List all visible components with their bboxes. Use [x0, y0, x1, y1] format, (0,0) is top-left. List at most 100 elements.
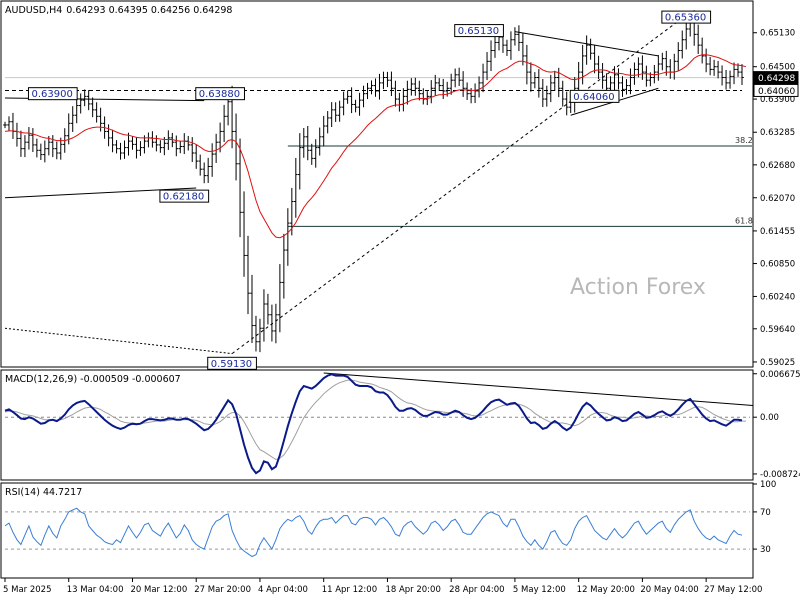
price-bar — [39, 143, 43, 161]
price-panel-frame — [0, 0, 754, 368]
price-tick-label: 0.62070 — [760, 194, 795, 204]
price-bar — [449, 73, 453, 95]
price-bar — [286, 208, 290, 266]
price-bar — [616, 68, 621, 90]
price-bar — [166, 130, 171, 150]
price-bar — [23, 135, 27, 158]
pivot-label-text: 0.59130 — [211, 359, 252, 370]
price-bar — [298, 133, 302, 190]
time-tick-label: 28 Apr 04:00 — [449, 585, 504, 595]
price-bar — [533, 72, 537, 89]
price-bar — [234, 113, 238, 181]
price-bar — [51, 135, 55, 158]
price-bar — [656, 54, 661, 81]
price-bar — [337, 100, 342, 122]
price-bar — [158, 140, 163, 153]
price-bar — [640, 55, 645, 80]
price-bar — [70, 106, 75, 132]
price-bar — [246, 235, 250, 315]
ma-line — [4, 54, 747, 239]
price-bar — [74, 97, 79, 124]
price-bar — [126, 132, 131, 156]
price-bar — [118, 142, 123, 160]
pivot-label-text: 0.62180 — [163, 192, 204, 203]
rsi-axis: 100 70 30 — [753, 480, 776, 555]
price-tick-label: 0.60850 — [760, 260, 795, 270]
price-bar — [704, 48, 708, 73]
price-bar — [214, 133, 218, 163]
price-bar — [696, 24, 700, 54]
price-bar — [505, 39, 509, 56]
price-bar — [676, 42, 681, 71]
price-axis: 0.65130 0.64500 0.63900 0.63285 0.62680 0.620… — [753, 29, 799, 368]
macd-axis: 0.006675 0.00 -0.008724 — [753, 370, 800, 480]
price-bar — [712, 59, 716, 76]
price-bar — [110, 129, 115, 153]
price-bar — [266, 293, 270, 325]
price-bar — [190, 137, 195, 163]
support-price-tag-text: 0.64060 — [758, 87, 795, 97]
price-bar — [278, 264, 282, 333]
price-bar — [620, 76, 625, 97]
price-bar — [560, 80, 565, 107]
pivot-label-box — [195, 87, 245, 101]
support-price-tag: 0.64060 — [753, 83, 799, 97]
price-bar — [373, 78, 378, 97]
price-bar — [588, 38, 593, 60]
price-bar — [716, 60, 720, 79]
price-bar — [728, 70, 732, 89]
price-bar — [652, 64, 657, 84]
price-tick-label: 0.64500 — [760, 63, 795, 73]
pivot-label: 0.65360 — [661, 10, 712, 24]
price-tick-label: 0.63285 — [760, 128, 795, 138]
price-bar — [106, 124, 111, 147]
time-tick-label: 20 May 04:00 — [640, 585, 698, 595]
price-bar — [321, 115, 326, 147]
price-bar — [301, 127, 306, 158]
price-bar — [485, 52, 489, 81]
pivot-label: 0.64060 — [569, 89, 620, 103]
time-tick-label: 5 May 12:00 — [513, 585, 566, 595]
price-moving-average — [4, 54, 747, 239]
price-bar — [178, 140, 183, 154]
price-bar — [564, 91, 569, 116]
price-bar — [345, 90, 350, 104]
price-bar — [513, 27, 517, 46]
price-bar — [437, 78, 442, 91]
price-bar — [54, 141, 59, 160]
price-bar — [262, 289, 266, 342]
symbol-label: AUDUSD,H4 — [5, 5, 62, 16]
price-tick-label: 0.59640 — [760, 325, 795, 335]
price-bar — [130, 136, 135, 150]
current-price-tag: 0.64298 — [753, 71, 799, 85]
rsi-panel-frame — [0, 482, 754, 579]
price-bar — [684, 18, 689, 50]
price-bar — [489, 40, 493, 72]
time-tick-label: 11 Apr 12:00 — [322, 585, 377, 595]
price-bar — [660, 52, 665, 71]
price-bar — [517, 25, 521, 52]
price-bar — [270, 304, 274, 342]
rsi-line — [4, 507, 743, 558]
price-bar — [114, 140, 119, 154]
price-bar — [365, 82, 370, 100]
price-bar — [138, 141, 143, 156]
pivot-label: 0.65130 — [454, 24, 504, 37]
price-bar — [58, 137, 63, 160]
price-bar — [377, 73, 382, 100]
price-bar — [90, 97, 95, 118]
price-bar — [3, 121, 7, 129]
time-tick-label: 27 Mar 20:00 — [194, 585, 251, 595]
price-bar — [258, 318, 262, 353]
price-bar — [250, 274, 254, 344]
price-bar — [700, 37, 704, 64]
macd-panel-frame — [0, 369, 754, 481]
price-bar — [584, 35, 589, 65]
time-tick-label: 18 Apr 20:00 — [385, 585, 440, 595]
price-bar — [628, 68, 633, 95]
price-bar — [7, 116, 11, 132]
price-bar — [493, 35, 497, 58]
pivot-label-box — [159, 189, 210, 203]
price-bar — [325, 111, 330, 134]
